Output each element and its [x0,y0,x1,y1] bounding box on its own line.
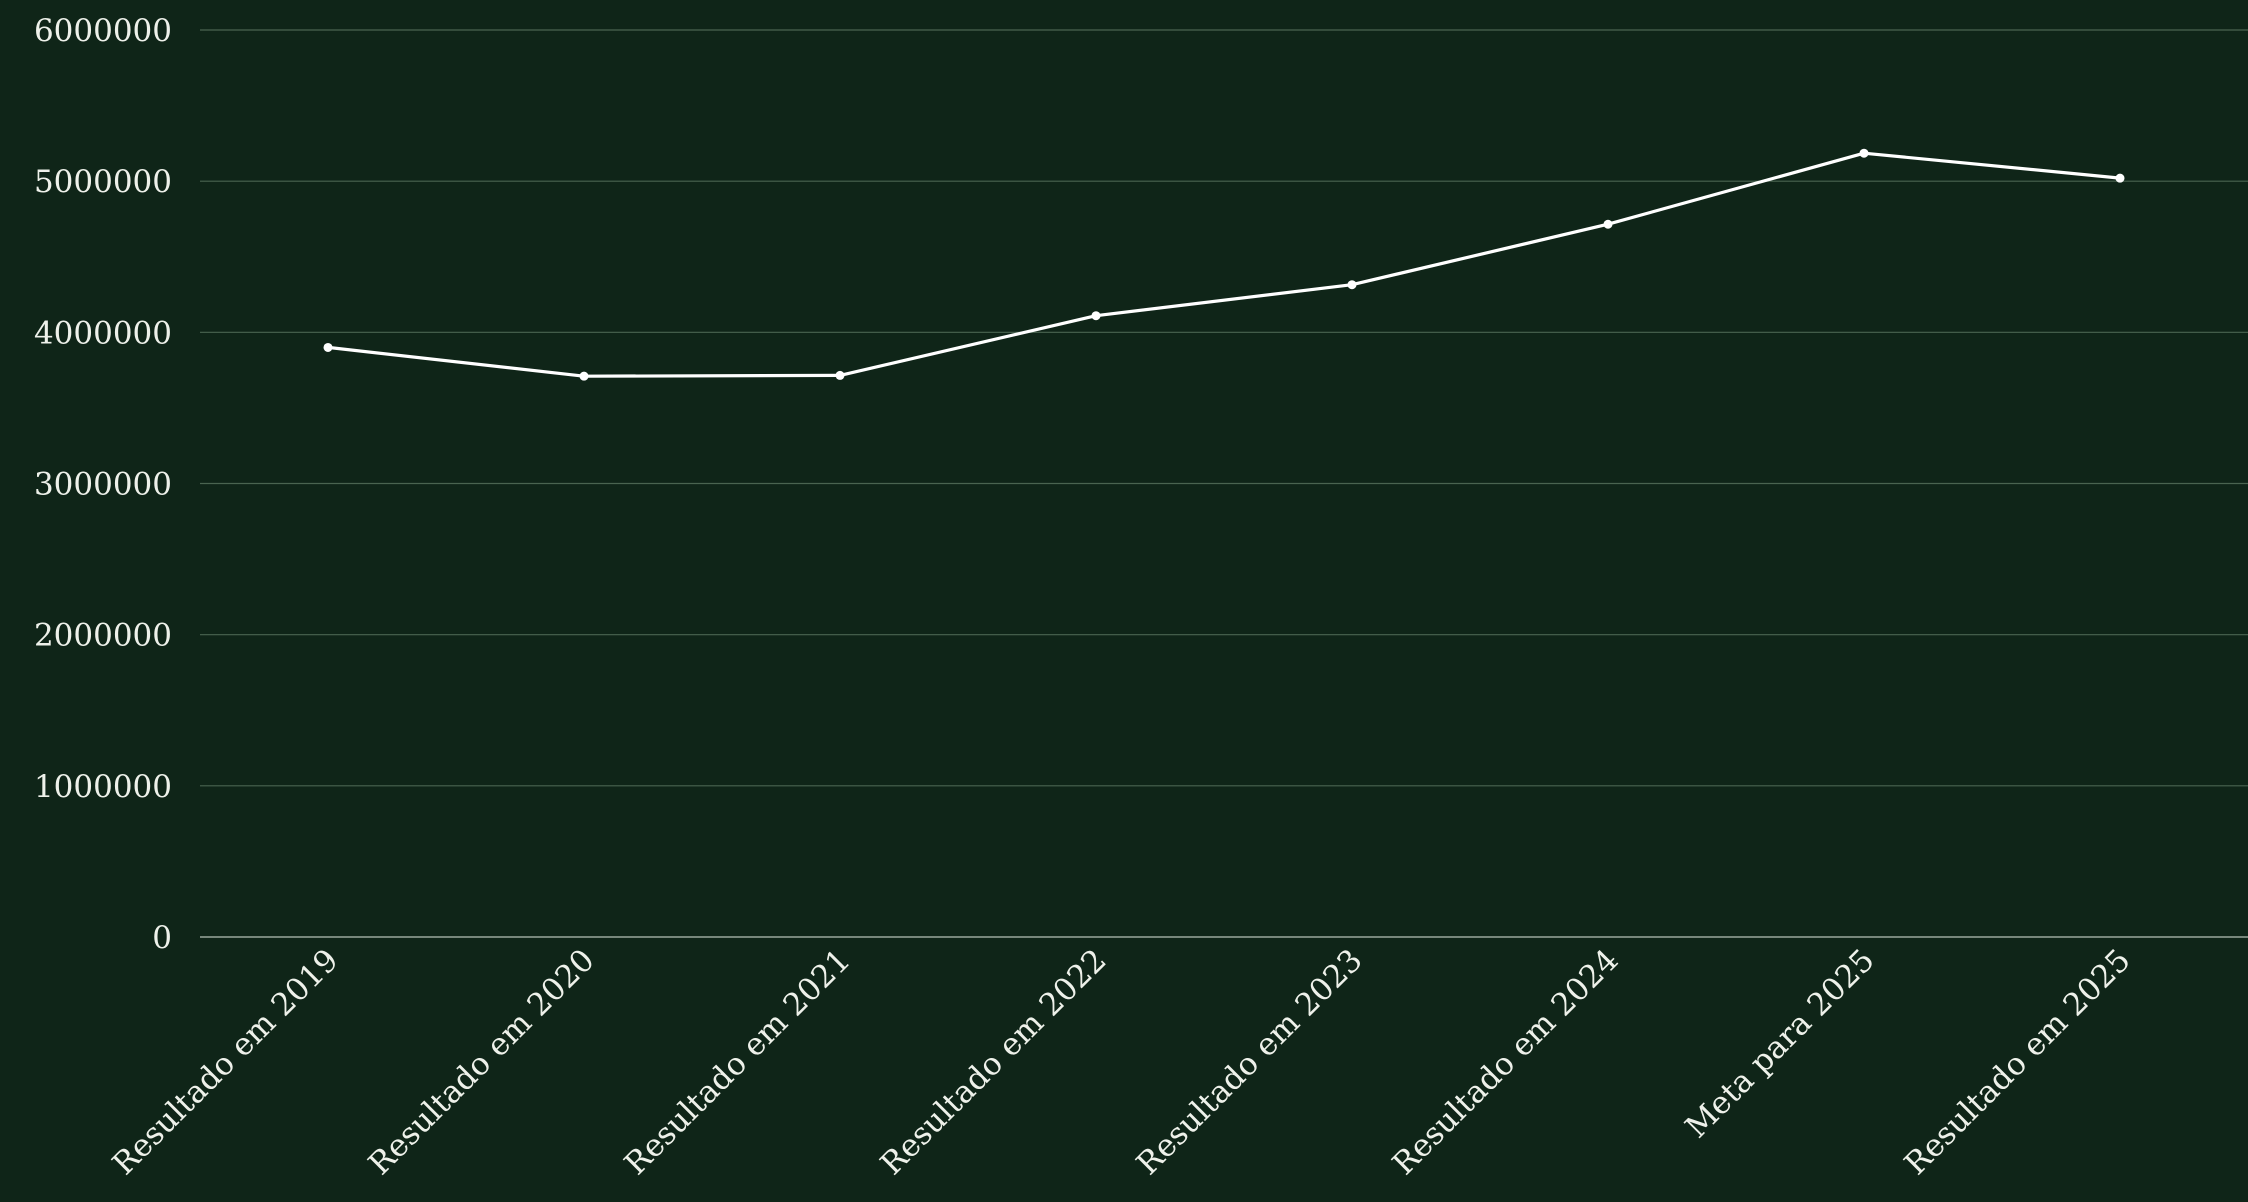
x-tick-label: Resultado em 2025 [1898,942,2138,1182]
x-tick-label: Resultado em 2020 [362,942,602,1182]
series-layer [323,148,2125,381]
y-tick-label: 4000000 [34,315,172,351]
data-point[interactable] [1091,311,1101,321]
data-point[interactable] [1347,280,1357,290]
data-point[interactable] [835,370,845,380]
x-tick-label: Resultado em 2022 [874,942,1114,1182]
data-point[interactable] [323,342,333,352]
y-tick-label: 3000000 [34,467,172,503]
x-tick-label: Resultado em 2024 [1386,942,1626,1182]
x-tick-label: Meta para 2025 [1679,942,1882,1145]
y-tick-label: 2000000 [34,618,172,654]
x-tick-label: Resultado em 2019 [106,942,346,1182]
x-tick-label: Resultado em 2021 [618,942,858,1182]
data-point[interactable] [579,371,589,381]
series-line [326,151,2122,378]
y-tick-label: 0 [152,920,172,956]
y-tick-label: 5000000 [34,164,172,200]
data-point[interactable] [1859,148,1869,158]
x-axis-ticks: Resultado em 2019 Resultado em 2020 Result… [106,942,2138,1182]
y-tick-label: 1000000 [34,769,172,805]
data-point[interactable] [1603,219,1613,229]
x-tick-label: Resultado em 2023 [1130,942,1370,1182]
y-tick-label: 6000000 [34,13,172,49]
gridlines [200,29,2248,938]
y-axis-ticks: 0 1000000 2000000 3000000 4000000 5000000 6000… [34,13,172,956]
data-point[interactable] [2115,173,2125,183]
